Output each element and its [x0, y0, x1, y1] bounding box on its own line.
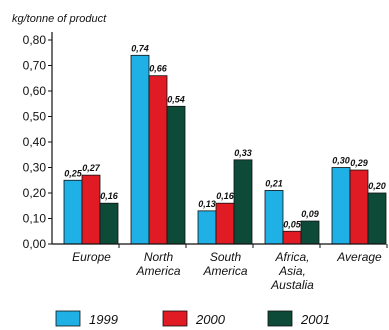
y-tick-label: 0,00	[23, 237, 47, 251]
y-tick-label: 0,70	[23, 59, 47, 73]
data-label: 0,74	[131, 43, 149, 53]
data-label: 0,16	[100, 191, 119, 201]
data-label: 0,09	[301, 209, 319, 219]
data-label: 0,16	[216, 191, 235, 201]
data-label: 0,54	[167, 94, 185, 104]
y-tick-label: 0,60	[23, 84, 47, 98]
bar	[167, 106, 185, 244]
legend-swatch	[56, 311, 80, 326]
bar	[283, 231, 301, 244]
category-label: Europe	[72, 250, 111, 264]
bar	[149, 76, 167, 244]
data-label: 0,27	[82, 163, 101, 173]
bar	[100, 203, 118, 244]
data-label: 0,20	[368, 181, 386, 191]
data-label: 0,29	[350, 158, 368, 168]
data-label: 0,33	[234, 148, 252, 158]
category-labels: Europe North America South America Africa, Asi…	[72, 250, 382, 292]
bar	[265, 190, 283, 244]
legend-label: 2001	[300, 312, 330, 327]
data-label: 0,21	[265, 178, 283, 188]
data-label: 0,13	[198, 199, 216, 209]
data-label: 0,25	[64, 168, 83, 178]
bar	[131, 55, 149, 244]
y-tick-label: 0,40	[23, 135, 47, 149]
y-tick-label: 0,50	[23, 110, 47, 124]
bar	[82, 175, 100, 244]
category-label: North America	[135, 250, 180, 278]
y-tick-label: 0,30	[23, 161, 47, 175]
data-label: 0,66	[149, 64, 168, 74]
bar	[198, 211, 216, 244]
category-label: Africa, Asia, Austalia	[270, 250, 314, 292]
data-label: 0,05	[283, 219, 302, 229]
legend-label: 1999	[89, 312, 118, 327]
y-tick-label: 0,20	[23, 186, 47, 200]
bar	[216, 203, 234, 244]
y-tick-label: 0,80	[23, 33, 47, 47]
category-label: South America	[202, 250, 247, 278]
bar	[301, 221, 319, 244]
legend-label: 2000	[195, 312, 226, 327]
bar	[64, 180, 82, 244]
bar	[234, 160, 252, 244]
bar	[350, 170, 368, 244]
bar	[368, 193, 386, 244]
bars	[64, 55, 386, 244]
data-label: 0,30	[332, 156, 350, 166]
legend: 1999 2000 2001	[56, 311, 330, 327]
bar	[332, 168, 350, 245]
y-axis-ticks: 0,00 0,10 0,20 0,30 0,40 0,50 0,60 0,70 0,80	[23, 33, 52, 251]
legend-swatch	[268, 311, 292, 326]
category-label: Average	[336, 250, 382, 264]
legend-swatch	[163, 311, 187, 326]
y-axis-unit-label: kg/tonne of product	[12, 13, 107, 25]
y-tick-label: 0,10	[23, 212, 47, 226]
